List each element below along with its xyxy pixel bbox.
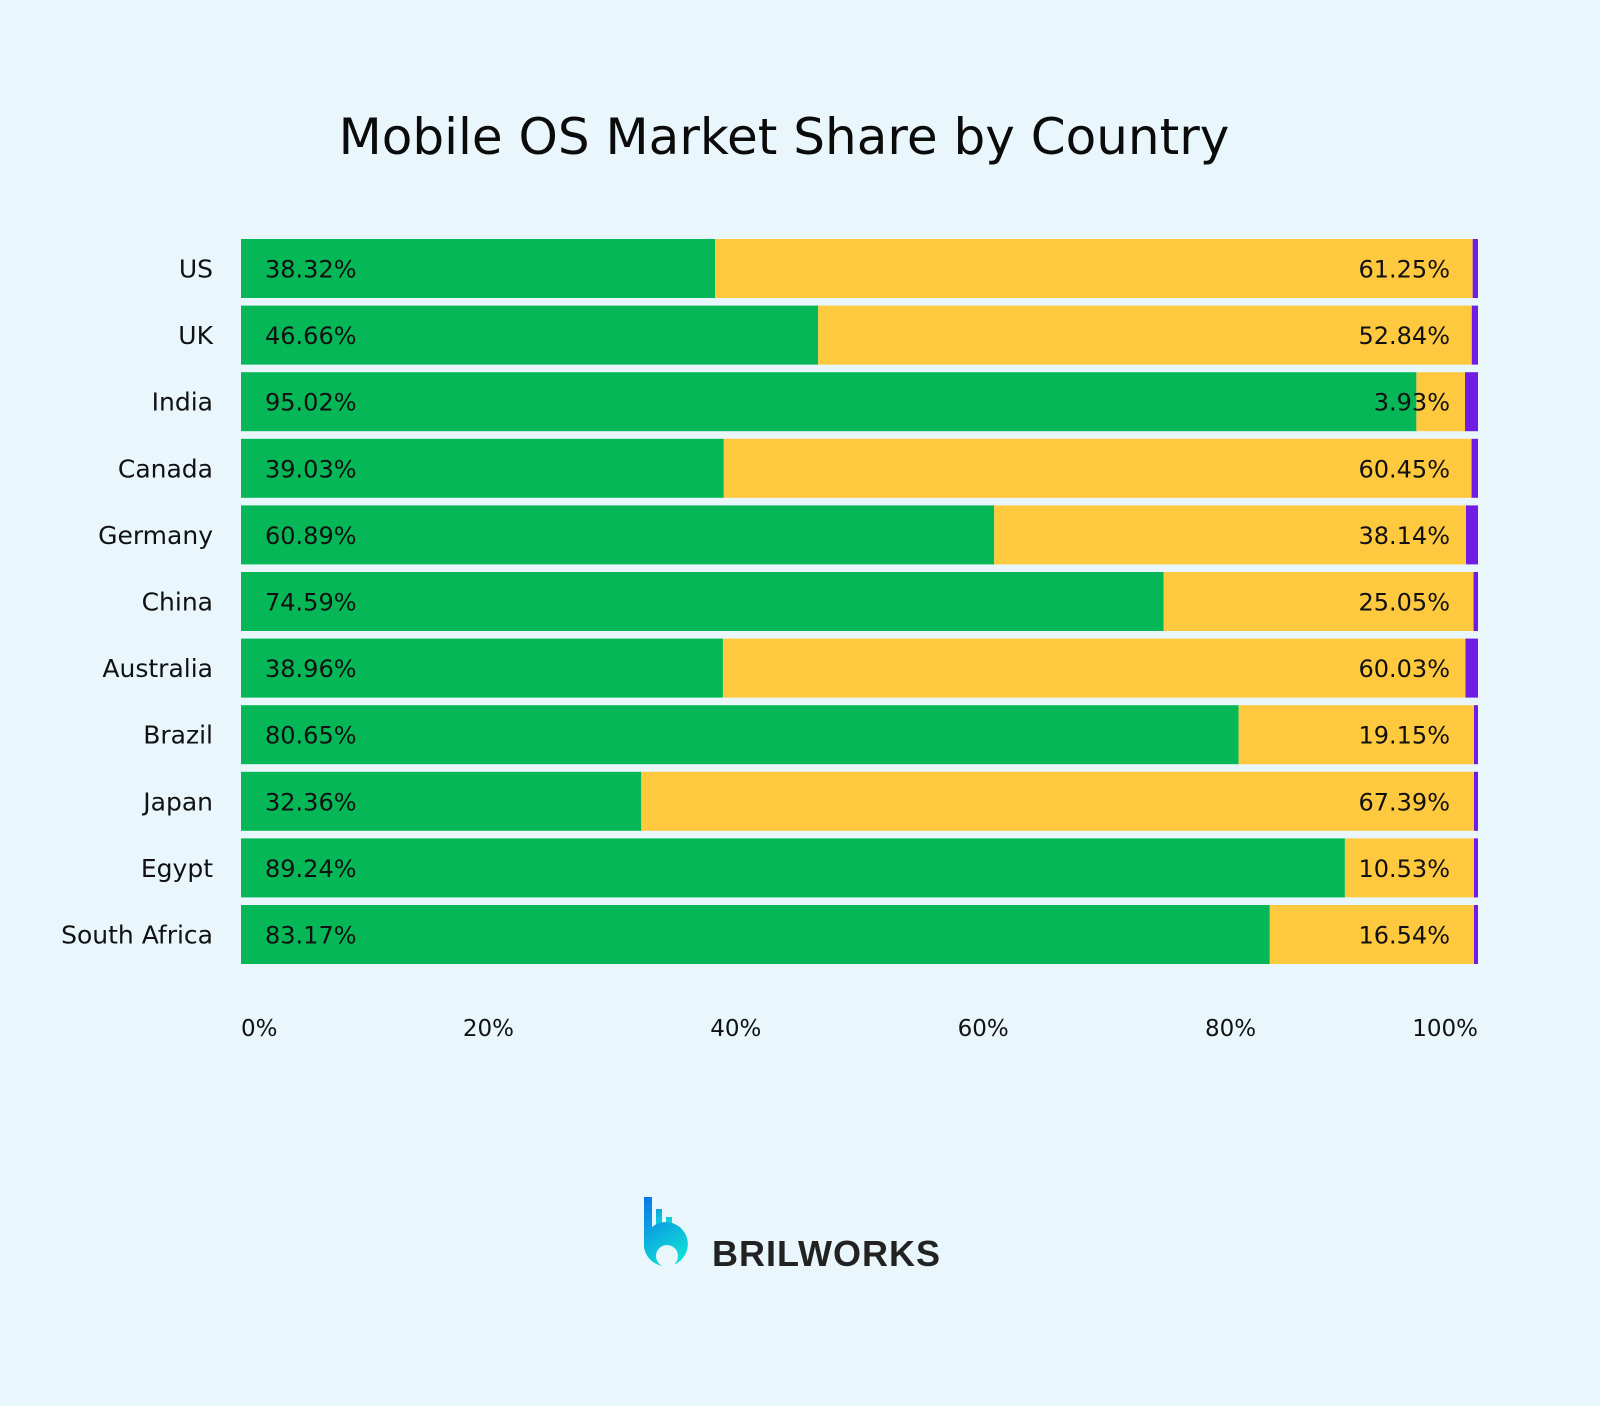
bar-ios bbox=[994, 505, 1467, 565]
data-label-ios: 3.93% bbox=[1374, 389, 1450, 417]
bar-other bbox=[1465, 638, 1478, 698]
category-label: Canada bbox=[118, 454, 213, 483]
data-label-android: 95.02% bbox=[265, 389, 357, 417]
bar-ios bbox=[641, 771, 1475, 831]
data-label-ios: 61.25% bbox=[1358, 256, 1450, 284]
data-label-ios: 60.45% bbox=[1358, 455, 1450, 483]
brilworks-logo: BRILWORKS bbox=[640, 1195, 941, 1281]
data-label-android: 32.36% bbox=[265, 788, 357, 816]
x-tick-label: 100% bbox=[1412, 1016, 1478, 1042]
data-label-ios: 67.39% bbox=[1358, 788, 1450, 816]
data-label-ios: 38.14% bbox=[1358, 522, 1450, 550]
x-tick-label: 80% bbox=[1205, 1016, 1256, 1042]
brilworks-logo-icon bbox=[644, 1197, 688, 1267]
bar-android bbox=[241, 838, 1345, 898]
bar-android bbox=[241, 771, 642, 831]
bar-other bbox=[1474, 705, 1478, 765]
bar-android bbox=[241, 572, 1164, 631]
brand-name: BRILWORKS bbox=[712, 1233, 941, 1274]
category-label: Brazil bbox=[143, 721, 213, 750]
bar-other bbox=[1472, 239, 1478, 298]
data-label-android: 46.66% bbox=[265, 322, 357, 350]
bar-other bbox=[1471, 305, 1478, 365]
bar-android bbox=[241, 438, 724, 498]
bar-android bbox=[241, 372, 1417, 432]
x-tick-label: 20% bbox=[463, 1016, 514, 1042]
data-label-ios: 60.03% bbox=[1358, 655, 1450, 683]
bar-ios bbox=[722, 638, 1466, 698]
bar-other bbox=[1474, 771, 1478, 831]
data-label-ios: 10.53% bbox=[1358, 855, 1450, 883]
x-tick-label: 0% bbox=[241, 1016, 278, 1042]
category-label: US bbox=[179, 255, 213, 284]
bar-android bbox=[241, 305, 819, 365]
data-label-android: 89.24% bbox=[265, 855, 357, 883]
data-label-android: 39.03% bbox=[265, 455, 357, 483]
bar-other bbox=[1473, 572, 1478, 631]
x-tick-label: 60% bbox=[958, 1016, 1009, 1042]
category-label: Egypt bbox=[141, 854, 213, 883]
bar-android bbox=[241, 905, 1270, 964]
data-label-ios: 19.15% bbox=[1358, 722, 1450, 750]
bar-ios bbox=[1416, 372, 1466, 432]
category-label: South Africa bbox=[61, 921, 213, 950]
data-label-android: 74.59% bbox=[265, 589, 357, 617]
bar-android bbox=[241, 705, 1239, 765]
bar-ios bbox=[818, 305, 1472, 365]
data-label-ios: 52.84% bbox=[1358, 322, 1450, 350]
bar-other bbox=[1466, 505, 1478, 565]
category-label: Australia bbox=[102, 654, 213, 683]
bar-android bbox=[241, 505, 995, 565]
bar-ios bbox=[723, 438, 1472, 498]
data-label-android: 83.17% bbox=[265, 922, 357, 950]
category-label: Japan bbox=[141, 787, 213, 816]
bar-other bbox=[1474, 838, 1478, 898]
bar-ios bbox=[1238, 705, 1476, 765]
data-label-android: 60.89% bbox=[265, 522, 357, 550]
data-label-android: 38.32% bbox=[265, 256, 357, 284]
x-tick-label: 40% bbox=[710, 1016, 761, 1042]
data-label-ios: 25.05% bbox=[1358, 589, 1450, 617]
bar-other bbox=[1474, 905, 1478, 964]
category-label: China bbox=[142, 588, 213, 617]
category-label: India bbox=[152, 388, 213, 417]
bar-ios bbox=[1163, 572, 1474, 631]
bar-android bbox=[241, 239, 716, 298]
bar-ios bbox=[715, 239, 1473, 298]
bar-other bbox=[1465, 372, 1478, 432]
data-label-ios: 16.54% bbox=[1358, 922, 1450, 950]
bar-other bbox=[1471, 438, 1478, 498]
category-label: Germany bbox=[98, 521, 213, 550]
bar-ios bbox=[1269, 905, 1475, 964]
chart-title: Mobile OS Market Share by Country bbox=[338, 108, 1230, 166]
data-label-android: 80.65% bbox=[265, 722, 357, 750]
bar-android bbox=[241, 638, 723, 698]
category-label: UK bbox=[178, 321, 213, 350]
data-label-android: 38.96% bbox=[265, 655, 357, 683]
bar-ios bbox=[1344, 838, 1476, 898]
